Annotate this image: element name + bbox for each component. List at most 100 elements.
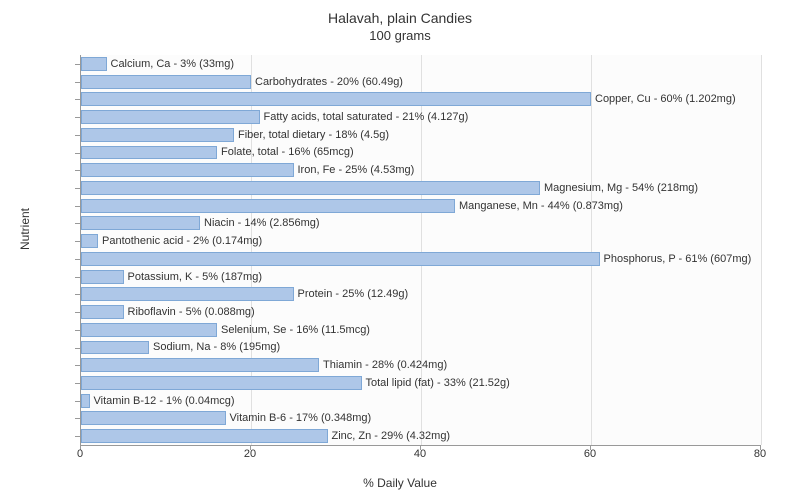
bar-label: Pantothenic acid - 2% (0.174mg) <box>98 233 262 249</box>
bar <box>81 287 294 301</box>
bar-row: Copper, Cu - 60% (1.202mg) <box>81 91 761 107</box>
bar <box>81 323 217 337</box>
bar-row: Potassium, K - 5% (187mg) <box>81 269 761 285</box>
chart-title: Halavah, plain Candies <box>0 10 800 26</box>
y-tick <box>75 99 80 100</box>
bar-row: Selenium, Se - 16% (11.5mcg) <box>81 322 761 338</box>
bar-row: Thiamin - 28% (0.424mg) <box>81 357 761 373</box>
bar-label: Zinc, Zn - 29% (4.32mg) <box>328 428 451 444</box>
y-tick <box>75 82 80 83</box>
bar-label: Fiber, total dietary - 18% (4.5g) <box>234 127 389 143</box>
bar-row: Carbohydrates - 20% (60.49g) <box>81 74 761 90</box>
bar <box>81 146 217 160</box>
bar-label: Phosphorus, P - 61% (607mg) <box>600 251 752 267</box>
x-tick-label: 20 <box>244 448 256 460</box>
bar <box>81 411 226 425</box>
plot-area: Calcium, Ca - 3% (33mg) Carbohydrates - 2… <box>80 55 761 446</box>
bar <box>81 429 328 443</box>
bar-label: Protein - 25% (12.49g) <box>294 286 409 302</box>
bar-label: Calcium, Ca - 3% (33mg) <box>107 56 234 72</box>
y-tick <box>75 153 80 154</box>
y-tick <box>75 259 80 260</box>
y-tick <box>75 294 80 295</box>
y-tick <box>75 401 80 402</box>
x-tick-label: 40 <box>414 448 426 460</box>
nutrient-chart: Halavah, plain Candies 100 grams Nutrien… <box>0 0 800 500</box>
y-tick <box>75 348 80 349</box>
bar-label: Magnesium, Mg - 54% (218mg) <box>540 180 698 196</box>
y-tick <box>75 64 80 65</box>
y-tick <box>75 223 80 224</box>
bar-label: Vitamin B-6 - 17% (0.348mg) <box>226 410 372 426</box>
y-tick <box>75 418 80 419</box>
x-axis-label: % Daily Value <box>0 476 800 490</box>
bar-row: Zinc, Zn - 29% (4.32mg) <box>81 428 761 444</box>
y-tick <box>75 188 80 189</box>
chart-subtitle: 100 grams <box>0 28 800 43</box>
bar <box>81 216 200 230</box>
y-tick <box>75 241 80 242</box>
y-tick <box>75 135 80 136</box>
bar <box>81 181 540 195</box>
bar <box>81 394 90 408</box>
bar-row: Pantothenic acid - 2% (0.174mg) <box>81 233 761 249</box>
gridline <box>761 55 762 445</box>
x-tick-label: 0 <box>77 448 83 460</box>
bar <box>81 57 107 71</box>
bar-row: Folate, total - 16% (65mcg) <box>81 145 761 161</box>
bar-row: Fiber, total dietary - 18% (4.5g) <box>81 127 761 143</box>
bar-row: Vitamin B-12 - 1% (0.04mcg) <box>81 393 761 409</box>
bar-row: Iron, Fe - 25% (4.53mg) <box>81 162 761 178</box>
bar-label: Potassium, K - 5% (187mg) <box>124 269 263 285</box>
bar-label: Riboflavin - 5% (0.088mg) <box>124 304 255 320</box>
y-tick <box>75 365 80 366</box>
bar <box>81 270 124 284</box>
bar-row: Niacin - 14% (2.856mg) <box>81 215 761 231</box>
bar <box>81 305 124 319</box>
bar-row: Calcium, Ca - 3% (33mg) <box>81 56 761 72</box>
x-tick-label: 80 <box>754 448 766 460</box>
bar-label: Iron, Fe - 25% (4.53mg) <box>294 162 415 178</box>
y-axis-label: Nutrient <box>18 208 32 250</box>
bar-row: Sodium, Na - 8% (195mg) <box>81 340 761 356</box>
bar-label: Niacin - 14% (2.856mg) <box>200 215 320 231</box>
bar-row: Vitamin B-6 - 17% (0.348mg) <box>81 410 761 426</box>
y-tick <box>75 312 80 313</box>
bar-label: Folate, total - 16% (65mcg) <box>217 145 354 161</box>
bar <box>81 358 319 372</box>
bar-row: Riboflavin - 5% (0.088mg) <box>81 304 761 320</box>
y-tick <box>75 170 80 171</box>
bar-label: Vitamin B-12 - 1% (0.04mcg) <box>90 393 235 409</box>
y-tick <box>75 383 80 384</box>
bar-row: Phosphorus, P - 61% (607mg) <box>81 251 761 267</box>
bar <box>81 75 251 89</box>
bar-row: Protein - 25% (12.49g) <box>81 286 761 302</box>
bar <box>81 128 234 142</box>
bar-row: Fatty acids, total saturated - 21% (4.12… <box>81 109 761 125</box>
x-tick-label: 60 <box>584 448 596 460</box>
bar-label: Copper, Cu - 60% (1.202mg) <box>591 91 736 107</box>
bar-label: Selenium, Se - 16% (11.5mcg) <box>217 322 370 338</box>
y-tick <box>75 117 80 118</box>
bar <box>81 341 149 355</box>
bar <box>81 252 600 266</box>
bar-row: Magnesium, Mg - 54% (218mg) <box>81 180 761 196</box>
bar <box>81 376 362 390</box>
bar-row: Manganese, Mn - 44% (0.873mg) <box>81 198 761 214</box>
bar-label: Sodium, Na - 8% (195mg) <box>149 340 280 356</box>
bar-label: Thiamin - 28% (0.424mg) <box>319 357 447 373</box>
bar-row: Total lipid (fat) - 33% (21.52g) <box>81 375 761 391</box>
bar <box>81 199 455 213</box>
y-tick <box>75 330 80 331</box>
bar <box>81 110 260 124</box>
y-tick <box>75 277 80 278</box>
bar <box>81 234 98 248</box>
bar <box>81 163 294 177</box>
bar-label: Fatty acids, total saturated - 21% (4.12… <box>260 109 469 125</box>
y-tick <box>75 206 80 207</box>
bar-label: Carbohydrates - 20% (60.49g) <box>251 74 403 90</box>
bar <box>81 92 591 106</box>
bar-label: Total lipid (fat) - 33% (21.52g) <box>362 375 510 391</box>
bar-label: Manganese, Mn - 44% (0.873mg) <box>455 198 623 214</box>
y-tick <box>75 436 80 437</box>
